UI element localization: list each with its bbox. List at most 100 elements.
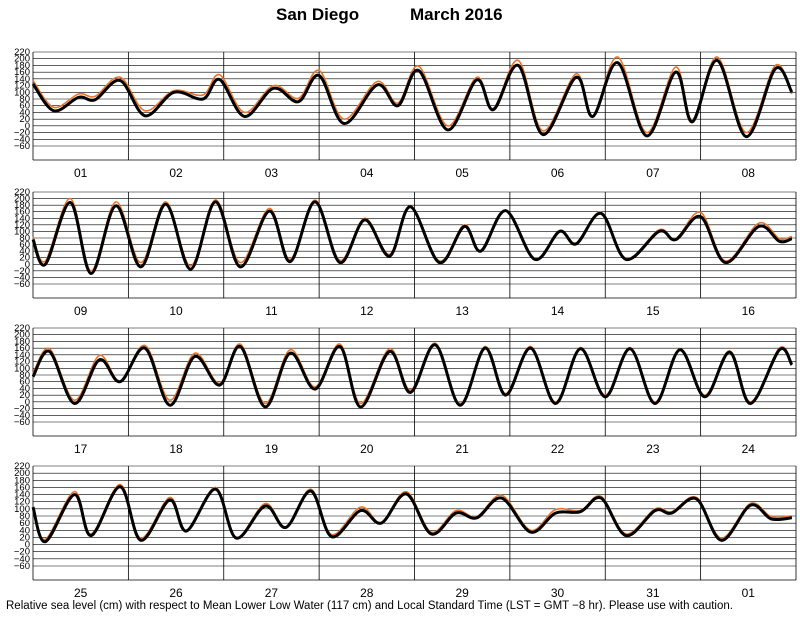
day-label: 12	[360, 304, 374, 318]
day-label: 06	[551, 166, 565, 180]
day-label: 08	[742, 166, 756, 180]
y-tick-label: 20	[19, 253, 30, 264]
y-tick-label: 60	[19, 377, 30, 388]
y-tick-label: −40	[14, 410, 30, 421]
chart-title: San Diego March 2016	[0, 0, 800, 40]
series-observed	[31, 58, 794, 139]
day-label: 13	[456, 304, 470, 318]
y-tick-label: −60	[14, 141, 30, 152]
y-tick-label: 40	[19, 246, 30, 257]
y-tick-label: 40	[19, 107, 30, 118]
y-tick-label: 220	[14, 323, 30, 334]
day-label: 24	[742, 442, 756, 456]
series-observed	[31, 485, 793, 544]
day-label: 20	[360, 442, 374, 456]
day-label: 27	[265, 586, 279, 600]
y-tick-label: −60	[14, 417, 30, 428]
title-location: San Diego	[276, 5, 360, 24]
day-label: 23	[646, 442, 660, 456]
day-label: 25	[74, 586, 88, 600]
y-tick-label: 220	[14, 461, 30, 472]
day-label: 01	[74, 166, 88, 180]
day-label: 14	[551, 304, 565, 318]
day-label: 22	[551, 442, 565, 456]
series-predicted	[32, 483, 792, 541]
series-predicted	[32, 56, 793, 134]
y-tick-label: 220	[14, 187, 30, 198]
day-label: 31	[646, 586, 660, 600]
y-tick-label: 200	[14, 330, 30, 341]
y-tick-label: 80	[19, 233, 30, 244]
y-tick-label: 0	[25, 121, 30, 132]
y-tick-label: 60	[19, 101, 30, 112]
y-tick-label: 180	[14, 336, 30, 347]
series-observed	[31, 343, 794, 409]
panel-4: 220200180160140120100806040200−20−40−602…	[14, 461, 797, 600]
panel-3: 220200180160140120100806040200−20−40−601…	[14, 323, 797, 456]
day-label: 07	[646, 166, 660, 180]
footnote: Relative sea level (cm) with respect to …	[6, 600, 733, 612]
y-tick-label: 140	[14, 213, 30, 224]
series-observed	[31, 200, 793, 276]
day-label: 05	[456, 166, 470, 180]
day-label: 18	[169, 442, 183, 456]
y-tick-label: 100	[14, 226, 30, 237]
title-period: March 2016	[410, 5, 503, 24]
y-tick-label: 140	[14, 490, 30, 501]
day-label: 29	[456, 586, 470, 600]
y-tick-label: −20	[14, 266, 30, 277]
y-tick-label: 60	[19, 240, 30, 251]
y-tick-label: −20	[14, 547, 30, 558]
y-tick-label: −20	[14, 128, 30, 139]
y-tick-label: 140	[14, 74, 30, 85]
y-tick-label: 120	[14, 81, 30, 92]
day-label: 30	[551, 586, 565, 600]
y-tick-label: 20	[19, 532, 30, 543]
y-tick-label: 160	[14, 67, 30, 78]
y-tick-label: 20	[19, 390, 30, 401]
day-label: 17	[74, 442, 88, 456]
day-label: 03	[265, 166, 279, 180]
y-tick-label: −60	[14, 561, 30, 572]
y-tick-label: 0	[25, 259, 30, 270]
day-label: 09	[74, 304, 88, 318]
y-tick-label: 120	[14, 220, 30, 231]
day-label: 01	[742, 586, 756, 600]
y-tick-label: 80	[19, 370, 30, 381]
y-tick-label: 0	[25, 540, 30, 551]
y-tick-label: 80	[19, 94, 30, 105]
y-tick-label: 0	[25, 397, 30, 408]
y-tick-label: 160	[14, 343, 30, 354]
panel-1: 220200180160140120100806040200−20−40−600…	[14, 47, 797, 180]
day-label: 16	[742, 304, 756, 318]
y-tick-label: 60	[19, 518, 30, 529]
y-tick-label: 180	[14, 200, 30, 211]
y-tick-label: 200	[14, 54, 30, 65]
day-label: 02	[169, 166, 183, 180]
y-tick-label: −20	[14, 404, 30, 415]
y-tick-label: 180	[14, 475, 30, 486]
y-tick-label: 20	[19, 114, 30, 125]
y-tick-label: −60	[14, 279, 30, 290]
y-tick-label: −40	[14, 272, 30, 283]
y-tick-label: 160	[14, 482, 30, 493]
day-label: 10	[169, 304, 183, 318]
day-label: 26	[169, 586, 183, 600]
panel-2: 220200180160140120100806040200−20−40−600…	[14, 187, 797, 318]
y-tick-label: 100	[14, 87, 30, 98]
y-tick-label: 100	[14, 363, 30, 374]
y-tick-label: 200	[14, 468, 30, 479]
y-tick-label: 140	[14, 350, 30, 361]
y-tick-label: 80	[19, 511, 30, 522]
y-tick-label: 40	[19, 525, 30, 536]
y-tick-label: 180	[14, 60, 30, 71]
y-tick-label: 100	[14, 504, 30, 515]
day-label: 04	[360, 166, 374, 180]
y-tick-label: 40	[19, 383, 30, 394]
day-label: 15	[646, 304, 660, 318]
y-tick-label: 120	[14, 357, 30, 368]
y-tick-label: 220	[14, 47, 30, 58]
day-label: 11	[265, 304, 278, 318]
y-tick-label: −40	[14, 554, 30, 565]
